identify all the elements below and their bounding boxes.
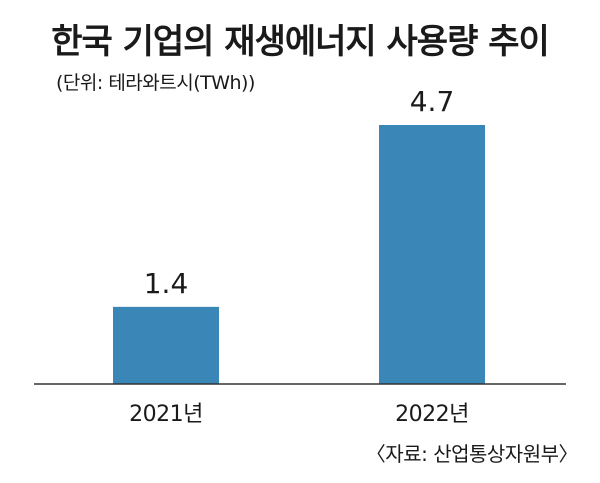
source-note: 〈자료: 산업통상자원부〉: [365, 442, 579, 466]
unit-note: (단위: 테라와트시(TWh)): [56, 72, 255, 94]
value-label-1: 1.4: [144, 267, 189, 300]
category-label-2: 2022년: [395, 402, 469, 427]
value-label-2: 4.7: [410, 85, 455, 118]
chart-title: 한국 기업의 재생에너지 사용량 추이: [51, 22, 550, 62]
category-label-1: 2021년: [129, 402, 203, 427]
bar-2: [379, 125, 485, 384]
bar-1: [113, 306, 219, 384]
